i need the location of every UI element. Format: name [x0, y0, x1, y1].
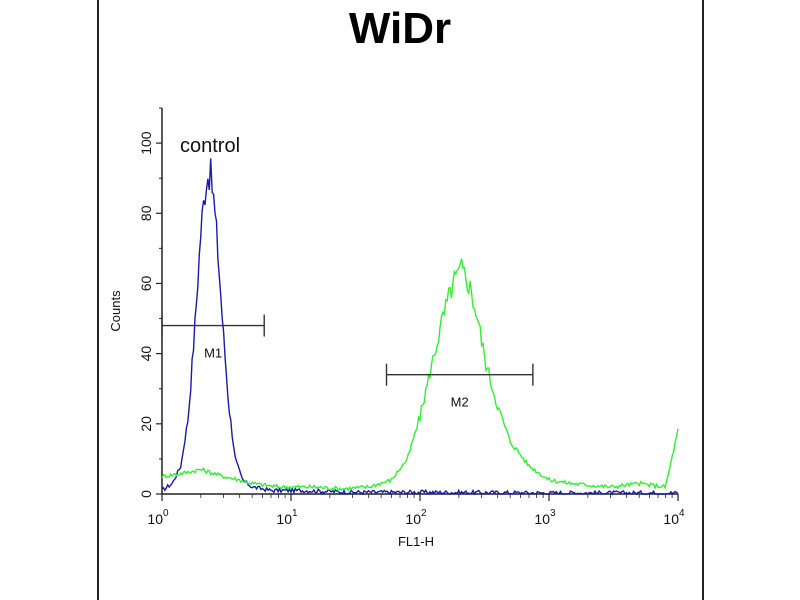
x-axis-label: FL1-H	[398, 534, 434, 549]
marker-label-m1: M1	[204, 346, 222, 361]
y-tick-label: 60	[138, 275, 154, 291]
series-line-control	[161, 158, 679, 496]
x-tick-label: 101	[276, 508, 298, 527]
figure-panel	[97, 0, 704, 600]
y-tick-label: 80	[138, 205, 154, 221]
y-tick-label: 0	[138, 490, 154, 498]
x-tick-label: 102	[405, 508, 427, 527]
series-line-series-1	[161, 258, 679, 493]
y-tick-label: 40	[138, 346, 154, 362]
x-tick-label: 100	[147, 508, 169, 527]
chart-title: WiDr	[348, 4, 452, 53]
y-tick-label: 100	[138, 131, 154, 155]
x-tick-label: 103	[534, 508, 556, 527]
y-tick-label: 20	[138, 416, 154, 432]
y-axis-label: Counts	[108, 290, 123, 332]
x-tick-label: 104	[663, 508, 685, 527]
marker-label-m2: M2	[451, 395, 469, 410]
control-annotation: control	[180, 135, 240, 157]
